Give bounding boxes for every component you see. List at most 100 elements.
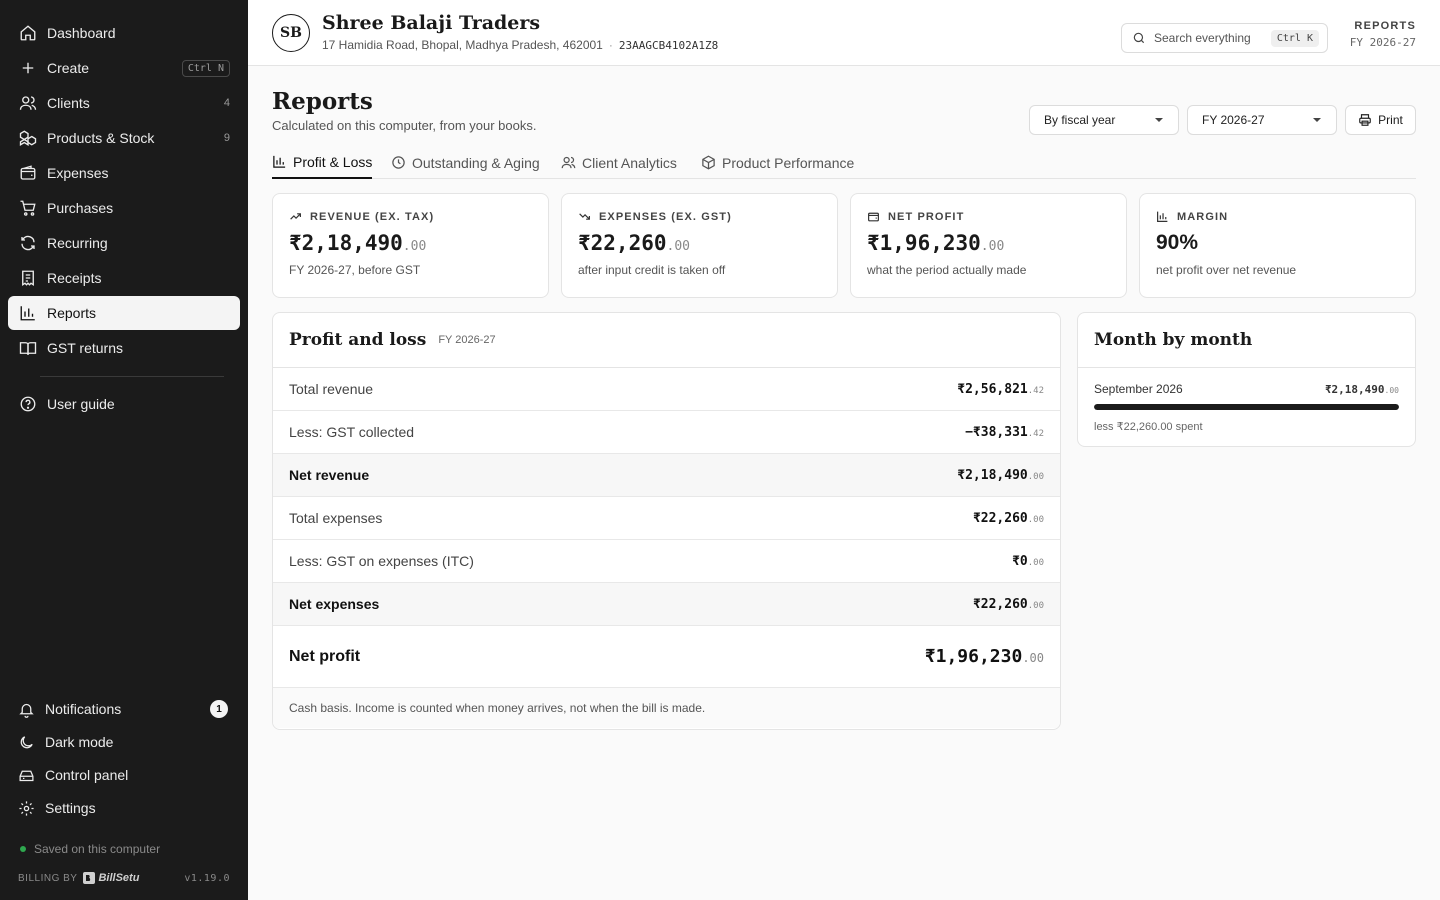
stat-card-margin: MARGIN 90% net profit over net revenue bbox=[1139, 193, 1416, 298]
notification-badge: 1 bbox=[210, 700, 228, 718]
search-icon bbox=[1132, 31, 1146, 45]
header-context: REPORTS FY 2026-27 bbox=[1350, 20, 1416, 49]
bar-chart-icon bbox=[1156, 210, 1169, 223]
sidebar-item-label: Dashboard bbox=[47, 25, 116, 41]
sidebar-item-notifications[interactable]: Notifications 1 bbox=[6, 692, 238, 726]
stat-note: FY 2026-27, before GST bbox=[289, 263, 421, 277]
count-badge: 9 bbox=[223, 132, 230, 144]
bar-chart-icon bbox=[18, 303, 38, 323]
shortcut-badge: Ctrl N bbox=[181, 59, 230, 77]
stat-note: what the period actually made bbox=[867, 263, 1027, 277]
profit-loss-period: FY 2026-27 bbox=[438, 334, 496, 346]
package-icon bbox=[701, 155, 716, 170]
profit-loss-footnote: Cash basis. Income is counted when money… bbox=[273, 688, 1060, 728]
sidebar-item-products[interactable]: Products & Stock 9 bbox=[8, 121, 240, 155]
section-label: REPORTS bbox=[1354, 20, 1416, 32]
sidebar-item-control-panel[interactable]: Control panel bbox=[6, 758, 238, 792]
month-list: September 2026 ₹2,18,490.00 less ₹22,260… bbox=[1078, 368, 1415, 433]
period-mode-value: By fiscal year bbox=[1044, 113, 1116, 127]
status-dot-icon bbox=[20, 846, 26, 852]
sidebar-item-label: Settings bbox=[45, 800, 96, 816]
sidebar-item-label: Create bbox=[47, 60, 90, 76]
sidebar-item-label: Recurring bbox=[47, 235, 108, 251]
row-amount: ₹0 bbox=[1012, 553, 1028, 569]
sidebar-item-dashboard[interactable]: Dashboard bbox=[8, 16, 240, 50]
address-separator: · bbox=[608, 38, 613, 52]
period-label: FY 2026-27 bbox=[1349, 36, 1416, 49]
boxes-icon bbox=[18, 128, 38, 148]
tab-product-performance[interactable]: Product Performance bbox=[701, 146, 854, 179]
sidebar-item-expenses[interactable]: Expenses bbox=[8, 156, 240, 190]
sidebar-divider bbox=[40, 376, 224, 377]
sidebar-item-label: Clients bbox=[47, 95, 90, 111]
tab-outstanding-aging[interactable]: Outstanding & Aging bbox=[391, 146, 540, 179]
fiscal-year-select[interactable]: FY 2026-27 bbox=[1187, 105, 1337, 135]
clock-icon bbox=[391, 155, 406, 170]
search-input[interactable]: Search everything Ctrl K bbox=[1121, 23, 1328, 53]
sidebar-item-reports[interactable]: Reports bbox=[8, 296, 240, 330]
stat-value: ₹1,96,230 bbox=[867, 231, 981, 255]
net-profit-row: Net profit ₹1,96,230.00 bbox=[273, 626, 1060, 688]
bar-chart-icon bbox=[272, 154, 287, 169]
stat-decimals: .00 bbox=[980, 239, 1005, 254]
gear-icon bbox=[16, 798, 36, 818]
refresh-icon bbox=[18, 233, 38, 253]
sidebar-item-receipts[interactable]: Receipts bbox=[8, 261, 240, 295]
sidebar-item-recurring[interactable]: Recurring bbox=[8, 226, 240, 260]
stat-value: 90% bbox=[1156, 231, 1199, 254]
row-decimals: .00 bbox=[1027, 471, 1044, 482]
stat-note: net profit over net revenue bbox=[1156, 263, 1297, 277]
billing-footer: BILLING BY BillSetu v1.19.0 bbox=[18, 872, 230, 884]
tab-label: Client Analytics bbox=[582, 154, 677, 171]
business-address-line: 17 Hamidia Road, Bhopal, Madhya Pradesh,… bbox=[322, 38, 718, 52]
stat-card-revenue: REVENUE (EX. TAX) ₹2,18,490.00 FY 2026-2… bbox=[272, 193, 549, 298]
tab-label: Profit & Loss bbox=[293, 153, 373, 170]
row-label: Less: GST collected bbox=[289, 424, 415, 440]
table-row: Less: GST collected −₹38,331.42 bbox=[273, 411, 1060, 454]
sidebar-item-settings[interactable]: Settings bbox=[6, 791, 238, 825]
receipt-icon bbox=[18, 268, 38, 288]
business-address: 17 Hamidia Road, Bhopal, Madhya Pradesh,… bbox=[322, 38, 603, 52]
plus-icon bbox=[18, 58, 38, 78]
month-bar-fill bbox=[1094, 404, 1399, 410]
month-amount: ₹2,18,490 bbox=[1324, 383, 1385, 396]
stat-note: after input credit is taken off bbox=[578, 263, 726, 277]
row-label: Total expenses bbox=[289, 510, 383, 526]
home-icon bbox=[18, 23, 38, 43]
table-row: Total expenses ₹22,260.00 bbox=[273, 497, 1060, 540]
saved-status-text: Saved on this computer bbox=[34, 842, 161, 856]
stat-caption: NET PROFIT bbox=[888, 210, 965, 223]
sidebar-item-clients[interactable]: Clients 4 bbox=[8, 86, 240, 120]
month-label: September 2026 bbox=[1094, 382, 1183, 396]
tab-profit-loss[interactable]: Profit & Loss bbox=[272, 146, 373, 179]
stat-value: ₹22,260 bbox=[578, 231, 667, 255]
sidebar-item-create[interactable]: Create Ctrl N bbox=[8, 51, 240, 85]
bell-icon bbox=[16, 699, 36, 719]
sidebar-item-label: Receipts bbox=[47, 270, 102, 286]
row-amount: ₹22,260 bbox=[972, 596, 1028, 612]
profit-loss-header: Profit and loss FY 2026-27 bbox=[273, 313, 1060, 368]
period-mode-select[interactable]: By fiscal year bbox=[1029, 105, 1179, 135]
print-label: Print bbox=[1378, 113, 1403, 127]
tab-client-analytics[interactable]: Client Analytics bbox=[561, 146, 677, 179]
row-amount: −₹38,331 bbox=[965, 424, 1028, 440]
page-title: Reports bbox=[272, 88, 373, 115]
sidebar-item-dark-mode[interactable]: Dark mode bbox=[6, 725, 238, 759]
wallet-icon bbox=[867, 210, 880, 223]
row-amount: ₹2,18,490 bbox=[957, 467, 1028, 483]
trending-down-icon bbox=[578, 210, 591, 223]
sidebar-item-user-guide[interactable]: User guide bbox=[8, 387, 240, 421]
month-by-month-title: Month by month bbox=[1078, 313, 1415, 368]
row-decimals: .42 bbox=[1027, 385, 1044, 396]
business-avatar[interactable]: SB bbox=[272, 14, 310, 52]
sidebar-item-purchases[interactable]: Purchases bbox=[8, 191, 240, 225]
print-button[interactable]: Print bbox=[1345, 105, 1416, 135]
table-row: Net expenses ₹22,260.00 bbox=[273, 583, 1060, 626]
sidebar-item-gst-returns[interactable]: GST returns bbox=[8, 331, 240, 365]
row-label: Net expenses bbox=[289, 596, 380, 612]
stat-caption: EXPENSES (EX. GST) bbox=[599, 210, 732, 223]
billing-by-label: BILLING BY bbox=[18, 872, 78, 884]
row-decimals: .00 bbox=[1027, 600, 1044, 611]
row-decimals: .00 bbox=[1027, 514, 1044, 525]
sidebar-item-label: Products & Stock bbox=[47, 130, 155, 146]
